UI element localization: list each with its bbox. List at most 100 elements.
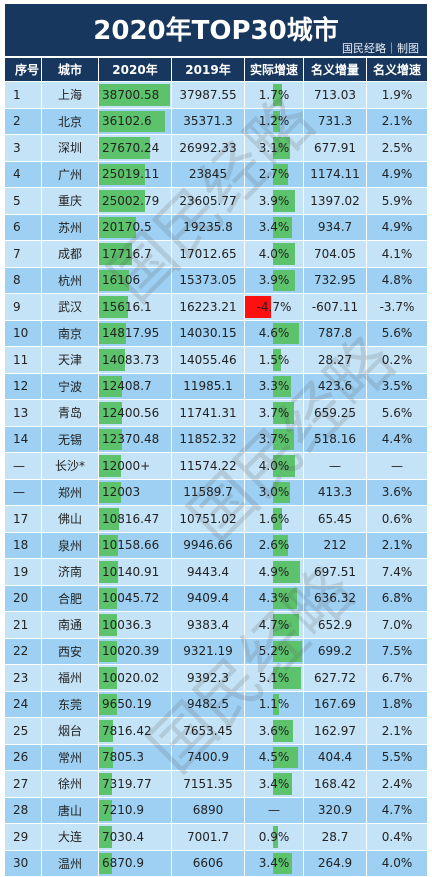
city-cell-value: 唐山: [58, 802, 82, 819]
nominal-growth-cell: 2.4%: [367, 771, 427, 797]
rank-cell-value: 6: [13, 220, 21, 234]
gdp-2019-cell: 10751.02: [172, 506, 245, 532]
gdp-2020-cell-value: 10045.72: [102, 591, 159, 605]
city-cell-value: 上海: [58, 86, 82, 103]
gdp-2020-cell: 7805.3: [99, 745, 172, 771]
nominal-increase-cell: 423.6: [304, 374, 367, 400]
real-growth-cell: 4.0%: [245, 241, 304, 267]
city-cell-value: 南通: [58, 616, 82, 633]
nominal-increase-cell: 413.3: [304, 480, 367, 506]
city-cell: 泉州: [42, 533, 99, 559]
nominal-growth-cell-value: 7.0%: [382, 618, 413, 632]
nominal-increase-cell: 518.16: [304, 427, 367, 453]
city-cell: 重庆: [42, 188, 99, 214]
table-header-row: 序号 城市 2020年 2019年 实际增速 名义增量 名义增速: [5, 58, 427, 82]
real-growth-cell: 4.9%: [245, 559, 304, 585]
real-growth-cell-value: 4.7%: [259, 618, 290, 632]
gdp-2019-cell-value: 9946.66: [183, 538, 233, 552]
nominal-increase-cell-value: 652.9: [318, 618, 352, 632]
rank-cell: 29: [5, 824, 42, 850]
nominal-increase-cell-value: 704.05: [314, 247, 356, 261]
nominal-increase-cell: 168.42: [304, 771, 367, 797]
real-growth-cell: 2.6%: [245, 533, 304, 559]
gdp-2019-cell-value: 7001.7: [187, 830, 229, 844]
nominal-increase-cell-value: 518.16: [314, 432, 356, 446]
gdp-2020-cell-value: 17716.7: [102, 247, 152, 261]
real-growth-cell-value: 5.1%: [259, 671, 290, 685]
rank-cell: 8: [5, 268, 42, 294]
nominal-increase-cell: 677.91: [304, 135, 367, 161]
gdp-2020-cell: 7210.9: [99, 798, 172, 824]
real-growth-cell: 2.7%: [245, 162, 304, 188]
nominal-growth-cell: 4.1%: [367, 241, 427, 267]
gdp-2020-cell: 16106: [99, 268, 172, 294]
nominal-growth-cell-value: 0.4%: [382, 830, 413, 844]
rank-cell: —: [5, 453, 42, 479]
gdp-2020-cell: 7816.42: [99, 718, 172, 744]
rank-cell: 14: [5, 427, 42, 453]
gdp-2019-cell: 35371.3: [172, 109, 245, 135]
gdp-2019-cell: 9946.66: [172, 533, 245, 559]
rank-cell-value: 19: [13, 565, 28, 579]
nominal-increase-cell: 404.4: [304, 745, 367, 771]
gdp-2019-cell: 9443.4: [172, 559, 245, 585]
nominal-growth-cell-value: 5.6%: [382, 326, 413, 340]
gdp-2019-cell-value: 15373.05: [179, 273, 236, 287]
gdp-2019-cell-value: 7151.35: [183, 777, 233, 791]
rank-cell-value: 28: [13, 803, 28, 817]
gdp-2020-cell-value: 7816.42: [102, 724, 152, 738]
real-growth-cell-value: 3.1%: [259, 141, 290, 155]
gdp-2019-cell-value: 10751.02: [179, 512, 236, 526]
rank-cell-value: 27: [13, 777, 28, 791]
gdp-2020-cell: 14817.95: [99, 321, 172, 347]
nominal-increase-cell: 732.95: [304, 268, 367, 294]
gdp-2019-cell: 6890: [172, 798, 245, 824]
gdp-2019-cell-value: 16223.21: [179, 300, 236, 314]
rank-cell-value: 18: [13, 538, 28, 552]
real-growth-cell-value: 3.9%: [259, 194, 290, 208]
nominal-increase-cell: 699.2: [304, 639, 367, 665]
gdp-2019-cell: 16223.21: [172, 294, 245, 320]
rank-cell-value: 13: [13, 406, 28, 420]
city-cell: 南京: [42, 321, 99, 347]
gdp-2019-cell-value: 11574.22: [179, 459, 236, 473]
nominal-growth-cell-value: 2.4%: [382, 777, 413, 791]
nominal-increase-cell-value: 1397.02: [310, 194, 360, 208]
nominal-increase-cell: 264.9: [304, 851, 367, 877]
nominal-increase-cell-value: 732.95: [314, 273, 356, 287]
real-growth-cell: 5.1%: [245, 665, 304, 691]
nominal-growth-cell: 6.8%: [367, 586, 427, 612]
gdp-2020-cell-value: 14817.95: [102, 326, 159, 340]
nominal-increase-cell-value: 934.7: [318, 220, 352, 234]
real-growth-cell: 4.7%: [245, 612, 304, 638]
gdp-2020-cell-value: 27670.24: [102, 141, 159, 155]
real-growth-cell-value: 2.7%: [259, 167, 290, 181]
nominal-increase-cell: 1174.11: [304, 162, 367, 188]
rank-cell-value: 2: [13, 114, 21, 128]
city-cell: 武汉: [42, 294, 99, 320]
city-cell-value: 合肥: [58, 590, 82, 607]
rank-cell: 22: [5, 639, 42, 665]
city-cell-value: 杭州: [58, 272, 82, 289]
real-growth-cell-value: 3.4%: [259, 777, 290, 791]
rank-cell-value: 9: [13, 300, 21, 314]
gdp-2019-cell-value: 11852.32: [179, 432, 236, 446]
nominal-increase-cell: 934.7: [304, 215, 367, 241]
nominal-increase-cell-value: 162.97: [314, 724, 356, 738]
gdp-2020-cell: 12003: [99, 480, 172, 506]
real-growth-cell-value: 1.5%: [259, 353, 290, 367]
gdp-2019-cell: 11852.32: [172, 427, 245, 453]
col-header-rank: 序号: [5, 58, 42, 81]
city-cell: 上海: [42, 82, 99, 108]
real-growth-cell-value: 4.5%: [259, 750, 290, 764]
city-cell: 广州: [42, 162, 99, 188]
gdp-2020-cell: 10020.39: [99, 639, 172, 665]
city-cell-value: 西安: [58, 643, 82, 660]
city-cell-value: 大连: [58, 828, 82, 845]
gdp-2020-cell: 7030.4: [99, 824, 172, 850]
real-growth-cell: 3.9%: [245, 268, 304, 294]
